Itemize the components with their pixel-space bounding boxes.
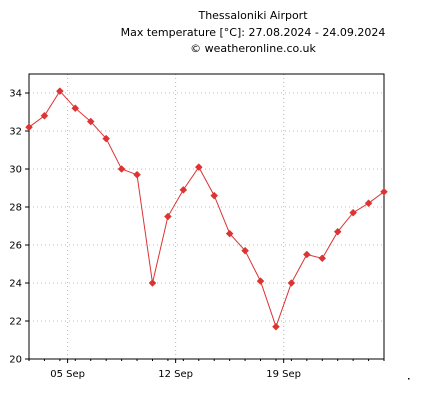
data-point xyxy=(117,165,126,173)
grid-layer xyxy=(29,74,384,359)
data-point xyxy=(210,191,219,200)
data-point xyxy=(333,227,342,236)
data-point xyxy=(71,104,80,113)
data-point xyxy=(40,111,49,120)
y-tick-label: 26 xyxy=(9,241,22,252)
x-tick-label: 12 Sep xyxy=(158,369,193,380)
y-tick-label: 22 xyxy=(9,317,22,328)
data-point xyxy=(56,87,64,95)
plot-frame xyxy=(28,73,385,360)
data-point xyxy=(133,170,141,179)
data-point xyxy=(86,117,95,126)
y-tick-label: 28 xyxy=(9,203,22,214)
y-tick-label: 24 xyxy=(9,279,22,290)
data-point xyxy=(380,187,388,196)
chart-title: Thessaloniki Airport xyxy=(198,9,308,22)
y-tick-label: 30 xyxy=(9,165,22,176)
y-tick-label: 34 xyxy=(9,89,22,100)
data-point xyxy=(164,212,172,221)
data-point xyxy=(302,250,311,259)
y-tick-label: 32 xyxy=(9,127,22,138)
data-point xyxy=(364,199,373,208)
y-tick-label: 20 xyxy=(9,355,22,366)
data-point xyxy=(25,123,33,132)
series-line xyxy=(28,90,385,329)
data-point xyxy=(241,246,249,255)
chart-subtitle: Max temperature [°C]: 27.08.2024 - 24.09… xyxy=(120,26,386,39)
data-point xyxy=(256,277,265,285)
data-point xyxy=(287,279,296,287)
data-point xyxy=(225,229,234,238)
axis-layer: 20 22 24 26 28 30 32 34 05 Sep 12 Sep 19 Sep xyxy=(9,73,410,380)
data-point xyxy=(318,254,327,263)
data-point xyxy=(349,208,357,217)
data-point xyxy=(194,163,203,171)
corner-dot xyxy=(408,378,410,380)
series-layer xyxy=(25,87,388,331)
x-tick-label: 19 Sep xyxy=(266,369,301,380)
data-point xyxy=(272,322,280,331)
chart-credit: © weatheronline.co.uk xyxy=(190,42,316,55)
data-point xyxy=(179,186,188,194)
data-point xyxy=(148,279,157,287)
data-point xyxy=(102,134,111,143)
x-tick-label: 05 Sep xyxy=(50,369,85,380)
